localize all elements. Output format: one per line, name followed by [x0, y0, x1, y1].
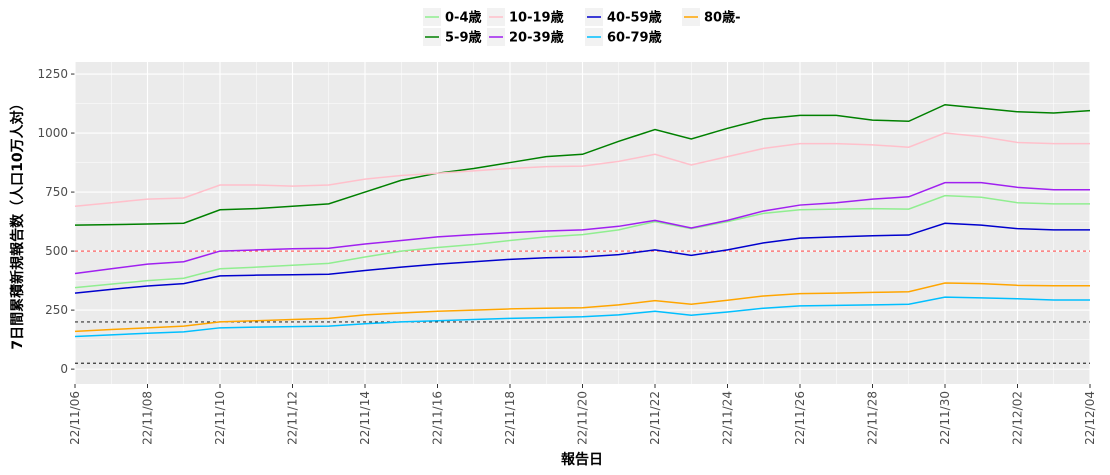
series-line	[74, 103, 1091, 226]
series-line	[74, 194, 1090, 289]
x-tick-label: 22/11/22	[648, 391, 662, 445]
x-tick-label: 22/11/24	[721, 391, 735, 445]
x-tick-label: 22/11/30	[938, 391, 952, 445]
legend-label: 10-19歳	[509, 10, 564, 26]
x-tick-label: 22/11/12	[286, 391, 300, 445]
y-tick-label: 750	[45, 185, 68, 199]
x-tick-label: 22/11/06	[68, 391, 82, 445]
y-axis-title: 7日間累積新規報告数（人口10万人対）	[9, 96, 26, 349]
legend-label: 0-4歳	[445, 10, 482, 26]
legend-label: 20-39歳	[509, 30, 564, 46]
legend-label: 60-79歳	[607, 30, 662, 46]
legend-label: 40-59歳	[607, 10, 662, 26]
x-tick-label: 22/11/16	[431, 391, 445, 445]
series-line	[74, 296, 1090, 338]
y-tick-label: 500	[45, 244, 68, 258]
x-tick-label: 22/11/20	[576, 391, 590, 445]
series-line	[74, 181, 1090, 275]
y-tick-label: 0	[60, 362, 68, 376]
x-tick-label: 22/11/10	[213, 391, 227, 445]
legend-label: 5-9歳	[445, 30, 482, 46]
y-tick-label: 1250	[37, 67, 68, 81]
y-tick-label: 1000	[37, 126, 68, 140]
x-tick-label: 22/11/28	[866, 391, 880, 445]
series-line	[74, 282, 1090, 333]
x-tick-label: 22/11/08	[141, 391, 155, 445]
y-tick-label: 250	[45, 303, 68, 317]
series-line	[74, 132, 1090, 207]
x-tick-label: 22/11/26	[793, 391, 807, 445]
x-tick-label: 22/11/14	[358, 391, 372, 445]
x-tick-label: 22/12/04	[1083, 391, 1097, 445]
x-tick-label: 22/11/18	[503, 391, 517, 445]
series-line	[74, 222, 1090, 294]
x-tick-label: 22/12/02	[1011, 391, 1025, 445]
legend-label: 80歳-	[704, 10, 741, 26]
x-axis-title: 報告日	[561, 451, 603, 468]
